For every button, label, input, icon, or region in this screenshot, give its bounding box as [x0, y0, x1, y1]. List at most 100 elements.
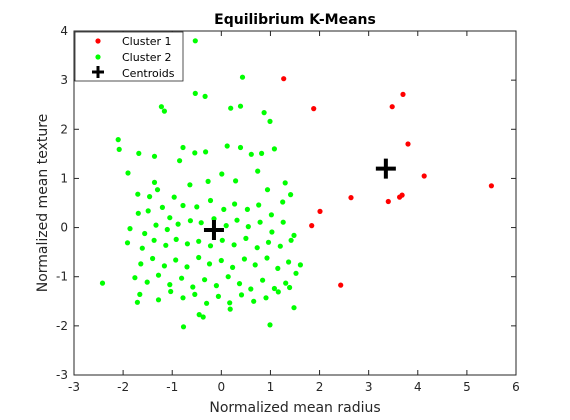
points-layer	[99, 38, 494, 330]
cluster-2-point	[291, 305, 297, 311]
cluster-2-point	[173, 257, 179, 263]
cluster-1-point	[309, 223, 315, 229]
cluster-2-point	[206, 261, 213, 267]
cluster-2-point	[230, 264, 236, 270]
cluster-2-point	[127, 226, 133, 232]
cluster-2-point	[277, 243, 283, 249]
y-tick-label: 4	[60, 24, 68, 38]
legend-label-cluster-1: Cluster 1	[122, 35, 172, 48]
cluster-2-point	[228, 105, 234, 111]
y-tick-label: 2	[60, 122, 68, 136]
cluster-2-point	[241, 256, 247, 262]
centroid-marker	[375, 158, 396, 179]
cluster-2-point	[151, 153, 158, 159]
cluster-2-point	[219, 171, 225, 177]
cluster-2-point	[163, 242, 169, 248]
cluster-2-point	[135, 191, 141, 197]
cluster-2-point	[179, 275, 185, 281]
cluster-1-point	[348, 195, 354, 201]
cluster-2-point	[251, 298, 257, 304]
cluster-1-point	[389, 104, 395, 110]
cluster-2-point	[291, 232, 297, 238]
cluster-2-point	[154, 187, 161, 193]
cluster-2-point	[213, 283, 219, 289]
legend-marker-centroids	[92, 66, 104, 78]
cluster-2-point	[238, 292, 245, 298]
cluster-2-point	[151, 179, 158, 185]
cluster-2-point	[164, 226, 170, 233]
x-tick-label: 6	[512, 380, 520, 394]
legend-label-centroids: Centroids	[122, 67, 175, 80]
cluster-2-point	[211, 216, 217, 222]
cluster-2-point	[205, 178, 211, 184]
cluster-2-point	[168, 288, 174, 295]
cluster-2-point	[132, 275, 138, 281]
cluster-2-point	[198, 220, 204, 226]
cluster-2-point	[252, 262, 258, 268]
cluster-2-point	[192, 150, 198, 156]
cluster-2-point	[287, 284, 293, 291]
cluster-2-point	[280, 219, 286, 225]
cluster-2-point	[151, 237, 157, 243]
cluster-2-point	[288, 237, 294, 243]
cluster-2-point	[239, 74, 246, 80]
cluster-1-point	[405, 141, 411, 147]
cluster-2-point	[196, 238, 202, 244]
y-tick-label: 1	[60, 171, 68, 185]
x-tick-label: 3	[365, 380, 373, 394]
cluster-2-point	[204, 300, 210, 306]
cluster-2-point	[227, 300, 233, 306]
cluster-2-point	[248, 286, 254, 292]
cluster-2-point	[173, 236, 179, 242]
cluster-2-point	[155, 272, 162, 278]
cluster-2-point	[124, 240, 131, 246]
cluster-2-point	[297, 262, 303, 268]
cluster-2-point	[145, 208, 151, 214]
cluster-2-point	[256, 202, 262, 208]
cluster-2-point	[202, 93, 208, 99]
cluster-2-point	[254, 245, 260, 251]
centroid-marker	[203, 220, 224, 241]
cluster-2-point	[255, 168, 261, 174]
cluster-2-point	[263, 295, 269, 301]
cluster-2-point	[275, 289, 281, 295]
cluster-2-point	[265, 239, 272, 245]
cluster-2-point	[218, 257, 224, 264]
cluster-2-point	[194, 204, 200, 210]
cluster-1-point	[311, 106, 317, 112]
y-tick-label: 3	[60, 73, 68, 87]
cluster-1-point	[317, 208, 323, 214]
cluster-2-point	[233, 178, 239, 184]
cluster-2-point	[257, 219, 263, 225]
axes-box	[73, 30, 517, 376]
x-tick-label: 1	[267, 380, 275, 394]
cluster-2-point	[271, 146, 277, 152]
cluster-2-point	[207, 243, 214, 249]
cluster-2-point	[161, 263, 167, 269]
cluster-2-point	[260, 277, 266, 283]
cluster-2-point	[275, 265, 281, 271]
cluster-2-point	[147, 194, 153, 200]
cluster-2-point	[142, 230, 148, 237]
cluster-2-point	[237, 144, 244, 151]
cluster-2-point	[180, 295, 186, 301]
cluster-2-point	[144, 279, 150, 285]
cluster-1-point	[281, 76, 287, 82]
cluster-2-point	[231, 242, 237, 248]
cluster-2-point	[248, 151, 254, 157]
cluster-2-point	[159, 204, 165, 210]
cluster-2-point	[167, 215, 173, 221]
x-tick-label: 5	[463, 380, 471, 394]
x-tick-label: 0	[218, 380, 226, 394]
y-tick-label: -3	[56, 368, 68, 382]
cluster-2-point	[267, 322, 273, 328]
cluster-2-point	[259, 150, 265, 156]
x-tick-label: -1	[166, 380, 178, 394]
cluster-2-point	[219, 237, 225, 243]
cluster-2-point	[225, 274, 231, 280]
cluster-2-point	[207, 197, 214, 204]
cluster-2-point	[177, 158, 183, 164]
cluster-2-point	[234, 217, 240, 223]
cluster-2-point	[227, 306, 233, 312]
